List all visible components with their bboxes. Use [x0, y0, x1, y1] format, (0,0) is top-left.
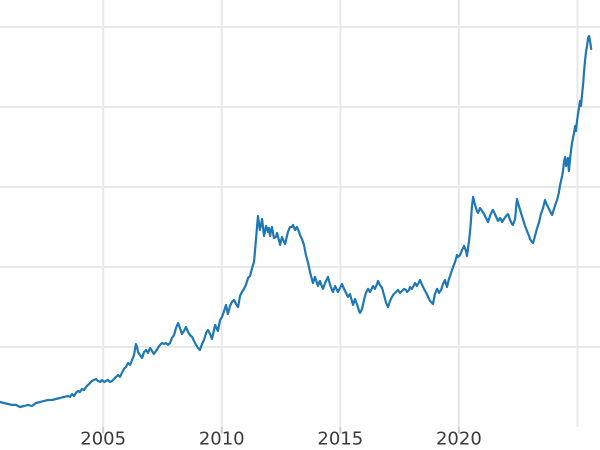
x-tick-label: 2015	[317, 429, 363, 450]
y-gridlines	[0, 25, 600, 348]
x-tick-label: 2005	[80, 429, 126, 450]
x-tick-label: 2010	[199, 429, 245, 450]
x-axis-tick-labels: 2005 2010 2015 2020	[80, 429, 482, 450]
x-tick-label: 2020	[436, 429, 482, 450]
x-gridlines	[102, 0, 579, 427]
x-axis-ticks	[102, 427, 460, 434]
price-series-line	[0, 34, 593, 409]
